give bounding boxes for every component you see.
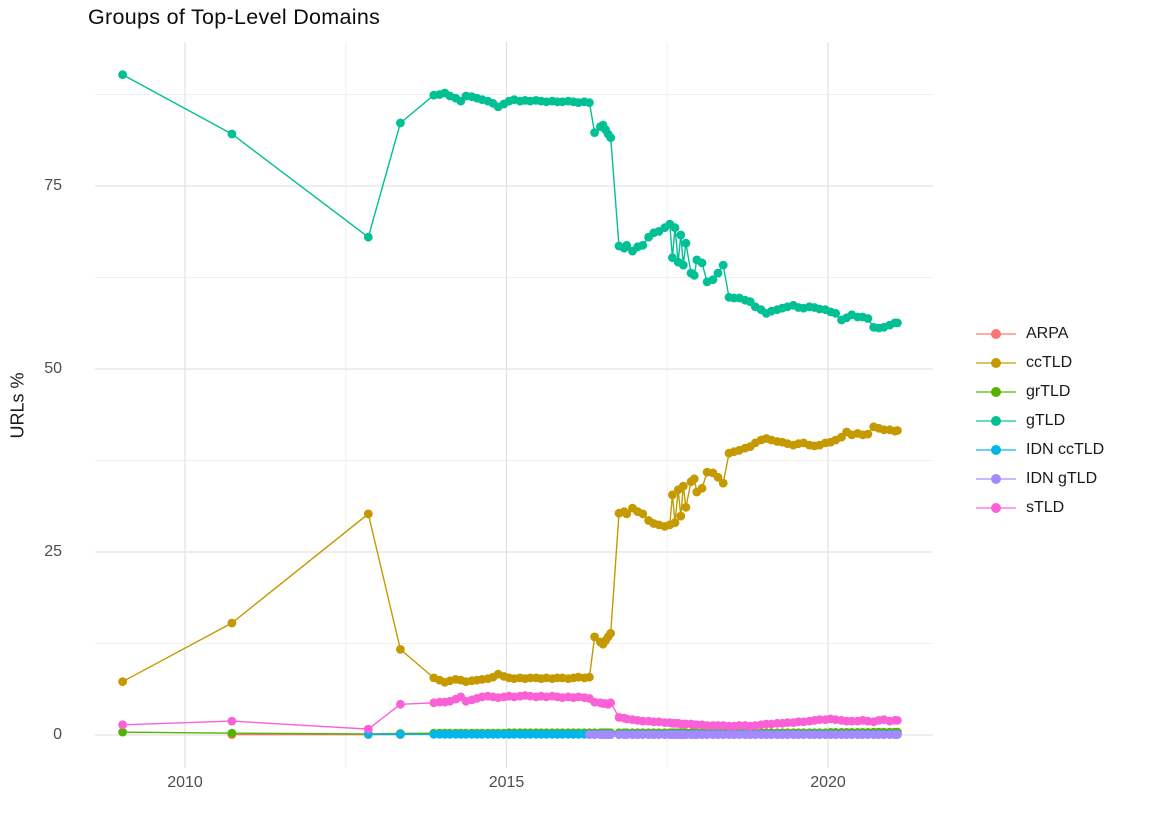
- series-points-gTLD: [118, 70, 902, 333]
- series-points-IDN-gTLD: [585, 730, 902, 739]
- legend-label: ccTLD: [1026, 353, 1073, 371]
- y-tick-label: 25: [44, 543, 62, 560]
- legend-item: ARPA: [976, 319, 1104, 348]
- x-tick-label: 2020: [810, 774, 846, 791]
- series-line-gTLD: [122, 74, 898, 329]
- legend: ARPA ccTLD grTLD gTLD IDN ccTLD IDN gTLD sTLD: [976, 319, 1104, 522]
- x-tick-label: 2010: [167, 774, 203, 791]
- y-tick-label: 50: [44, 360, 62, 377]
- legend-item: grTLD: [976, 377, 1104, 406]
- chart-title: Groups of Top-Level Domains: [88, 5, 381, 29]
- legend-item: gTLD: [976, 406, 1104, 435]
- legend-key-icon: [976, 414, 1016, 428]
- legend-item: sTLD: [976, 493, 1104, 522]
- legend-label: IDN gTLD: [1026, 469, 1098, 487]
- legend-label: sTLD: [1026, 498, 1065, 516]
- legend-key-icon: [976, 385, 1016, 399]
- legend-item: IDN gTLD: [976, 464, 1104, 493]
- legend-key-icon: [976, 443, 1016, 457]
- legend-label: gTLD: [1026, 411, 1066, 429]
- y-tick-label: 0: [53, 726, 62, 743]
- x-tick-label: 2015: [488, 774, 525, 791]
- legend-key-icon: [976, 327, 1016, 341]
- legend-label: IDN ccTLD: [1026, 440, 1105, 458]
- legend-item: ccTLD: [976, 348, 1104, 377]
- legend-label: grTLD: [1026, 382, 1071, 400]
- legend-key-icon: [976, 356, 1016, 370]
- legend-key-icon: [976, 501, 1016, 515]
- series-points-sTLD: [118, 691, 902, 734]
- series-points-ccTLD: [118, 422, 902, 687]
- legend-label: ARPA: [1026, 324, 1069, 342]
- y-tick-label: 75: [44, 177, 62, 194]
- legend-item: IDN ccTLD: [976, 435, 1104, 464]
- legend-key-icon: [976, 472, 1016, 486]
